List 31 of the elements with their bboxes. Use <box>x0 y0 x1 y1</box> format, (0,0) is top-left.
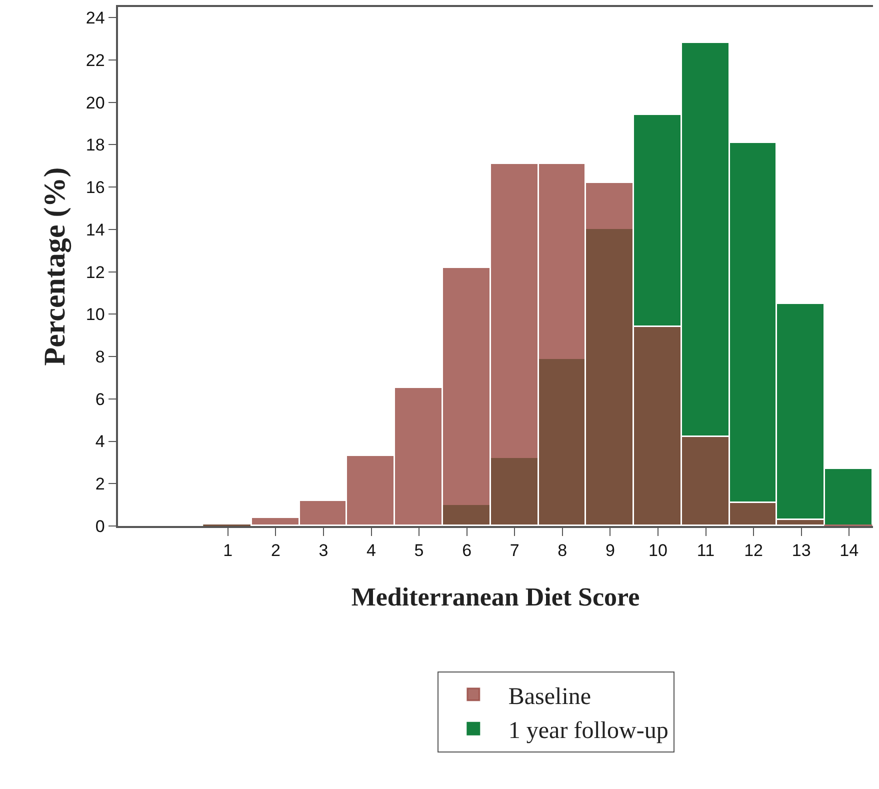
x-tick-label: 10 <box>648 541 668 560</box>
y-tick-label: 20 <box>86 93 105 112</box>
x-tick-label: 11 <box>696 541 715 560</box>
x-axis-title: Mediterranean Diet Score <box>351 582 640 612</box>
x-tick-label: 4 <box>366 541 376 560</box>
x-tick-label: 9 <box>605 541 615 560</box>
y-tick-label: 0 <box>95 516 105 536</box>
x-tick-label: 2 <box>270 541 280 560</box>
x-tick-label: 13 <box>792 541 811 560</box>
y-tick-label: 2 <box>95 474 105 494</box>
y-tick-label: 22 <box>86 50 105 70</box>
x-tick-label: 3 <box>318 541 328 560</box>
x-tick-label: 6 <box>462 541 472 560</box>
y-tick-label: 24 <box>86 8 105 28</box>
y-axis-title: Percentage (%) <box>38 167 72 366</box>
y-tick-label: 16 <box>86 178 105 198</box>
x-tick-label: 7 <box>510 541 520 560</box>
y-tick-label: 4 <box>95 432 105 452</box>
y-tick-label: 8 <box>95 347 105 366</box>
legend-label: 1 year follow-up <box>508 718 668 744</box>
y-tick-label: 10 <box>86 305 105 324</box>
legend-label: Baseline <box>508 684 592 710</box>
x-tick-label: 1 <box>223 541 233 560</box>
y-tick-label: 14 <box>86 220 105 240</box>
x-tick-label: 8 <box>558 541 568 560</box>
x-tick-label: 5 <box>414 541 424 560</box>
y-tick-label: 6 <box>95 390 105 409</box>
x-tick-label: 14 <box>840 541 859 560</box>
x-tick-label: 12 <box>744 541 763 560</box>
y-tick-label: 18 <box>86 136 105 155</box>
y-tick-label: 12 <box>86 262 105 282</box>
